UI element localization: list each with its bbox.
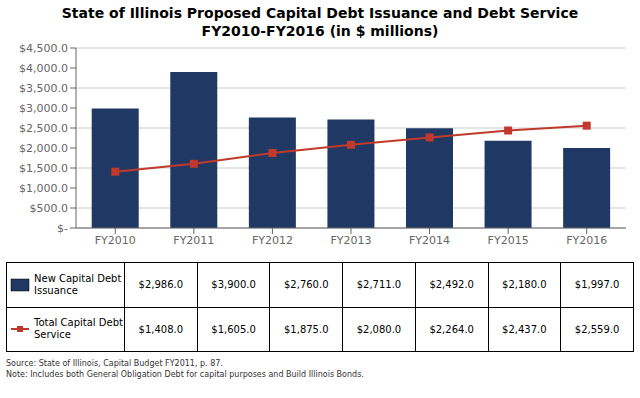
html-text:$1,875.0: $1,875.0	[284, 323, 329, 335]
svg-text:$2,000.0: $2,000.0	[19, 142, 68, 155]
svg-text:FY2016: FY2016	[566, 234, 607, 247]
svg-text:$1,000.0: $1,000.0	[19, 182, 68, 195]
svg-text:FY2015: FY2015	[488, 234, 529, 247]
html-text:$1,408.0: $1,408.0	[138, 323, 184, 335]
html-text:$2,760.0: $2,760.0	[284, 279, 329, 291]
html-text:New Capital Debt: New Capital Debt	[34, 272, 122, 284]
html-text:$3,900.0: $3,900.0	[211, 279, 256, 291]
svg-text:$1,500.0: $1,500.0	[19, 162, 68, 175]
svg-text:$-: $-	[57, 222, 68, 235]
html-text:Issuance: Issuance	[34, 284, 78, 296]
svg-text:$500.0: $500.0	[30, 202, 69, 215]
html-text:Note: Includes both General Ob: Note: Includes both General Obligation D…	[6, 370, 364, 379]
svg-text:$2,500.0: $2,500.0	[19, 122, 68, 135]
html-text:$2,080.0: $2,080.0	[356, 323, 402, 335]
svg-text:$4,500.0: $4,500.0	[19, 42, 68, 55]
html-text:Source: State of Illinois, Cap: Source: State of Illinois, Capital Budge…	[6, 359, 223, 368]
svg-text:FY2014: FY2014	[409, 234, 450, 247]
html-text:$2,180.0: $2,180.0	[502, 279, 547, 291]
html-text:State of Illinois Proposed Cap: State of Illinois Proposed Capital Debt …	[61, 5, 579, 21]
html-text:$2,711.0: $2,711.0	[356, 279, 402, 291]
svg-text:$4,000.0: $4,000.0	[19, 62, 68, 75]
html-text:Service: Service	[34, 329, 71, 341]
html-text:$2,437.0: $2,437.0	[502, 323, 547, 335]
svg-text:FY2013: FY2013	[330, 234, 371, 247]
html-text:$2,986.0: $2,986.0	[138, 279, 184, 291]
svg-text:$3,000.0: $3,000.0	[19, 102, 68, 115]
html-text:$2,559.0: $2,559.0	[574, 323, 620, 335]
html-text:$1,997.0: $1,997.0	[574, 279, 620, 291]
html-text:Total Capital Debt: Total Capital Debt	[34, 317, 123, 329]
html-text:$2,492.0: $2,492.0	[429, 279, 474, 291]
svg-text:$3,500.0: $3,500.0	[19, 82, 68, 95]
svg-text:FY2010: FY2010	[95, 234, 136, 247]
html-text:$2,264.0: $2,264.0	[429, 323, 474, 335]
html-text:$1,605.0: $1,605.0	[211, 323, 256, 335]
svg-text:FY2011: FY2011	[173, 234, 214, 247]
svg-text:FY2012: FY2012	[252, 234, 293, 247]
html-text:FY2010-FY2016 (in $ millions): FY2010-FY2016 (in $ millions)	[201, 23, 439, 39]
